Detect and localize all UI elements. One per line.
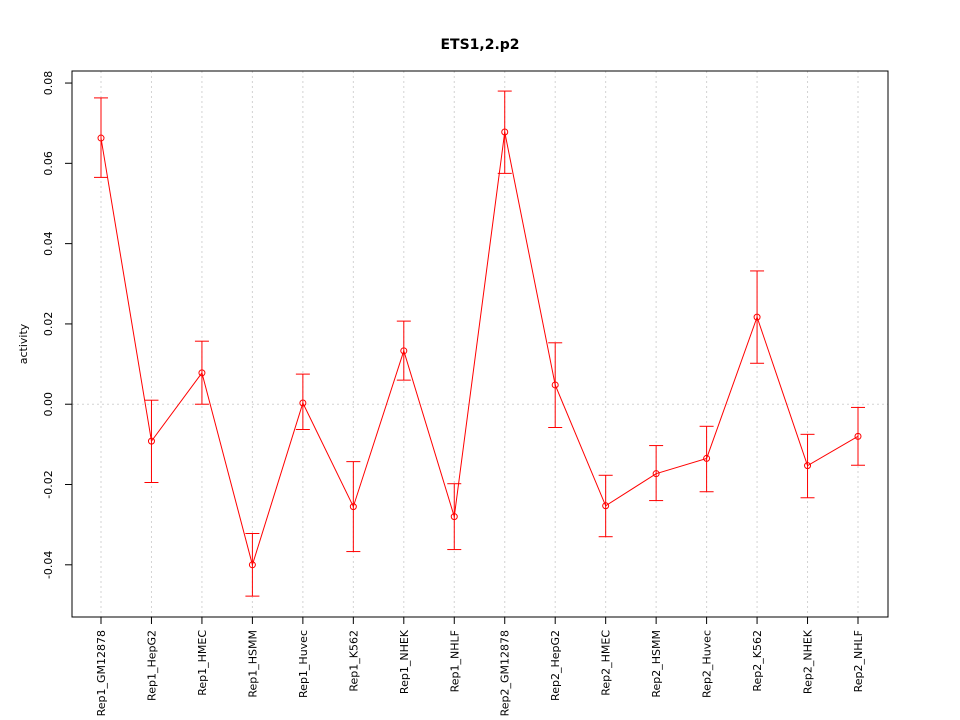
x-tick-label: Rep2_HMEC	[600, 630, 613, 696]
x-tick-label: Rep1_HSMM	[246, 630, 259, 698]
data-point	[450, 513, 458, 521]
x-tick-label: Rep1_GM12878	[95, 630, 108, 716]
y-axis-title: activity	[17, 323, 30, 364]
x-tick-label: Rep1_Huvec	[297, 630, 310, 698]
data-point	[753, 313, 761, 321]
grid	[72, 71, 888, 617]
x-tick-label: Rep2_NHEK	[802, 629, 815, 694]
y-tick-label: -0.02	[42, 470, 55, 498]
data-point	[804, 462, 812, 470]
y-tick-label: 0.04	[42, 231, 55, 256]
data-point	[97, 134, 105, 142]
x-tick-label: Rep1_K562	[347, 630, 360, 692]
data-point	[854, 432, 862, 440]
data-point	[349, 503, 357, 511]
x-tick-label: Rep2_GM12878	[499, 630, 512, 716]
x-tick-label: Rep1_NHEK	[398, 629, 411, 694]
data-point	[198, 369, 206, 377]
data-point	[703, 454, 711, 462]
plot-frame	[71, 70, 889, 618]
x-tick-label: Rep1_NHLF	[448, 630, 461, 692]
y-tick-label: -0.04	[42, 551, 55, 579]
chart-title: ETS1,2.p2	[440, 37, 519, 53]
y-tick-label: 0.02	[42, 312, 55, 337]
data-point	[602, 502, 610, 510]
x-tick-label: Rep1_HepG2	[145, 630, 158, 701]
data-point	[652, 470, 660, 478]
x-tick-label: Rep2_HepG2	[549, 630, 562, 701]
data-point	[147, 437, 155, 445]
y-tick-label: 0.06	[42, 151, 55, 176]
x-tick-label: Rep2_HSMM	[650, 630, 663, 698]
y-tick-label: 0.08	[42, 71, 55, 96]
x-tick-label: Rep2_Huvec	[701, 630, 714, 698]
y-tick-label: 0.00	[42, 392, 55, 417]
axes: -0.04 -0.02 0.00 0.02 0.04 0.06 0.08 Rep1_GM128…	[42, 71, 865, 717]
x-tick-label: Rep2_K562	[751, 630, 764, 692]
series-layer	[94, 90, 865, 597]
series-line	[100, 131, 859, 567]
data-point	[501, 128, 509, 136]
data-point	[400, 347, 408, 355]
x-tick-label: Rep2_NHLF	[852, 630, 865, 692]
data-point	[248, 561, 256, 569]
data-point	[299, 399, 307, 407]
data-point	[551, 381, 559, 389]
x-tick-label: Rep1_HMEC	[196, 630, 209, 696]
